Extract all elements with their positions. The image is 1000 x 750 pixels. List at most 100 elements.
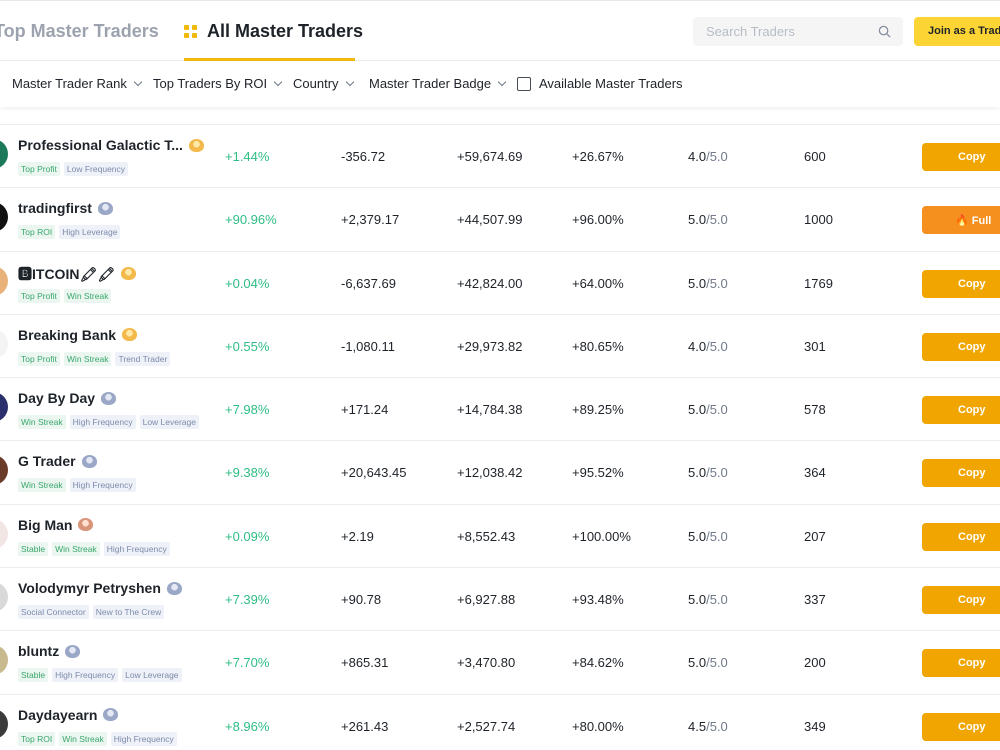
filter-label: Available Master Traders [539, 76, 683, 91]
trader-tags: Win Streak High Frequency Low Leverage [18, 415, 199, 430]
copiers-count: 337 [804, 592, 826, 608]
trader-row[interactable]: Big Man Stable Win Streak High Frequency +0.… [0, 503, 1000, 567]
trader-row[interactable]: Breaking Bank Top Profit Win Streak Trend T… [0, 313, 1000, 377]
trader-row[interactable]: bluntz Stable High Frequency Low Leverage +7… [0, 630, 1000, 693]
aum-value: +12,038.42 [457, 465, 523, 481]
trader-name[interactable]: 🅱ITCOIN🖍🖍 [18, 264, 136, 284]
trader-name[interactable]: Daydayearn [18, 706, 119, 723]
silver-badge-icon [101, 391, 117, 405]
trader-row[interactable]: Volodymyr Petryshen Social Connector New t… [0, 567, 1000, 630]
filter-master-trader-badge[interactable]: Master Trader Badge [369, 76, 507, 91]
avatar[interactable] [0, 582, 8, 613]
rating-max: /5.0 [706, 402, 728, 418]
filter-top-traders-by-roi[interactable]: Top Traders By ROI [153, 76, 283, 91]
pnl-value: +2.19 [341, 528, 374, 544]
copy-button[interactable]: Copy [922, 712, 1000, 741]
copy-button[interactable]: Copy [922, 522, 1000, 551]
search-icon[interactable] [878, 25, 891, 38]
filter-label: Master Trader Badge [369, 76, 492, 91]
copy-button[interactable]: Copy [922, 143, 1000, 171]
trader-tag: Trend Trader [115, 351, 171, 366]
aum-value: +59,674.69 [457, 149, 523, 164]
pnl-value: -6,637.69 [341, 275, 396, 291]
trader-name[interactable]: Professional Galactic T... [18, 137, 204, 153]
rating-score: 5.0 [688, 212, 707, 228]
avatar[interactable] [0, 265, 8, 296]
rating-max: /5.0 [706, 149, 728, 164]
chevron-down-icon [497, 77, 507, 86]
trader-row[interactable]: Professional Galactic T... Top Profit Low … [0, 124, 1000, 187]
trader-row[interactable]: Daydayearn Top ROI Win Streak High Frequenc… [0, 693, 1000, 750]
gold-badge-icon [121, 267, 136, 281]
trader-tag: Top ROI [18, 225, 56, 240]
rating-value: 5.0/5.0 [688, 529, 728, 544]
trader-row[interactable]: Day By Day Win Streak High Frequency Low Le… [0, 377, 1000, 440]
trader-tag: Stable [18, 668, 49, 683]
avatar[interactable] [0, 455, 8, 486]
avatar[interactable] [0, 518, 8, 549]
tab-top-master-traders[interactable]: Top Master Traders [0, 21, 159, 41]
trader-tags: Top ROI High Leverage [18, 225, 121, 240]
trader-row[interactable]: 🅱ITCOIN🖍🖍 Top Profit Win Streak +0.04% -6,63… [0, 250, 1000, 314]
trader-name[interactable]: Big Man [18, 516, 94, 533]
rating-value: 4.5/5.0 [688, 719, 728, 734]
trader-name[interactable]: bluntz [18, 643, 81, 659]
trader-tag: High Frequency [69, 478, 136, 493]
copy-button[interactable]: Copy [922, 332, 1000, 361]
trader-tag: High Frequency [110, 731, 177, 746]
copy-button[interactable]: Copy [922, 269, 1000, 298]
rating-score: 4.0 [688, 149, 707, 164]
trader-tag: High Frequency [103, 541, 170, 556]
filter-label: Country [293, 76, 339, 91]
search-input[interactable] [693, 17, 863, 46]
avatar[interactable] [0, 708, 8, 739]
trader-name-text: Daydayearn [18, 706, 98, 723]
filter-bar: Master Trader Rank Top Traders By ROI Co… [0, 61, 1000, 107]
trader-tag: Stable [18, 541, 49, 556]
trader-row[interactable]: G Trader Win Streak High Frequency +9.38% +2… [0, 440, 1000, 503]
trader-name[interactable]: Day By Day [18, 390, 117, 406]
trader-name[interactable]: G Trader [18, 453, 97, 469]
aum-value: +2,527.74 [457, 718, 516, 734]
trader-tags: Top ROI Win Streak High Frequency [18, 731, 177, 746]
pnl-value: +261.43 [341, 718, 389, 734]
trader-tag: Low Leverage [122, 668, 182, 683]
full-button: 🔥 Full [922, 206, 1000, 235]
avatar[interactable] [0, 392, 8, 423]
filter-country[interactable]: Country [293, 76, 354, 91]
trader-tag: Win Streak [63, 288, 112, 303]
avatar[interactable] [0, 139, 8, 169]
roi-value: +90.96% [225, 212, 277, 228]
copy-button[interactable]: Copy [922, 586, 1000, 615]
trader-name-text: 🅱ITCOIN🖍🖍 [18, 265, 115, 282]
trader-name-text: Volodymyr Petryshen [18, 580, 161, 597]
rating-score: 4.5 [688, 718, 707, 734]
trader-name-text: Breaking Bank [18, 326, 117, 343]
trader-tag: New to The Crew [92, 605, 165, 620]
trader-name-text: Big Man [18, 516, 73, 533]
trader-name[interactable]: Volodymyr Petryshen [18, 580, 182, 596]
copy-button[interactable]: Copy [922, 649, 1000, 678]
copy-button[interactable]: Copy [922, 396, 1000, 425]
trader-tags: Stable High Frequency Low Leverage [18, 668, 182, 683]
rating-score: 5.0 [688, 655, 707, 671]
avatar[interactable] [0, 645, 8, 676]
available-checkbox[interactable] [517, 76, 531, 91]
trader-name[interactable]: Breaking Bank [18, 326, 138, 343]
aum-value: +3,470.80 [457, 655, 516, 671]
avatar[interactable] [0, 202, 8, 233]
copiers-count: 301 [804, 338, 826, 354]
copy-button[interactable]: Copy [922, 459, 1000, 488]
pnl-value: +2,379.17 [341, 212, 400, 228]
trader-row[interactable]: tradingfirst Top ROI High Leverage +90.96% +… [0, 187, 1000, 250]
available-traders-toggle[interactable]: Available Master Traders [517, 76, 683, 91]
copiers-count: 1000 [804, 212, 833, 228]
copiers-count: 207 [804, 528, 826, 544]
filter-master-trader-rank[interactable]: Master Trader Rank [12, 76, 143, 91]
silver-badge-icon [65, 644, 81, 658]
trader-name[interactable]: tradingfirst [18, 200, 113, 216]
join-as-trader-button[interactable]: Join as a Trader [914, 17, 1000, 46]
rating-value: 5.0/5.0 [688, 212, 728, 227]
tab-all-master-traders[interactable]: All Master Traders [184, 21, 363, 42]
avatar[interactable] [0, 328, 8, 359]
